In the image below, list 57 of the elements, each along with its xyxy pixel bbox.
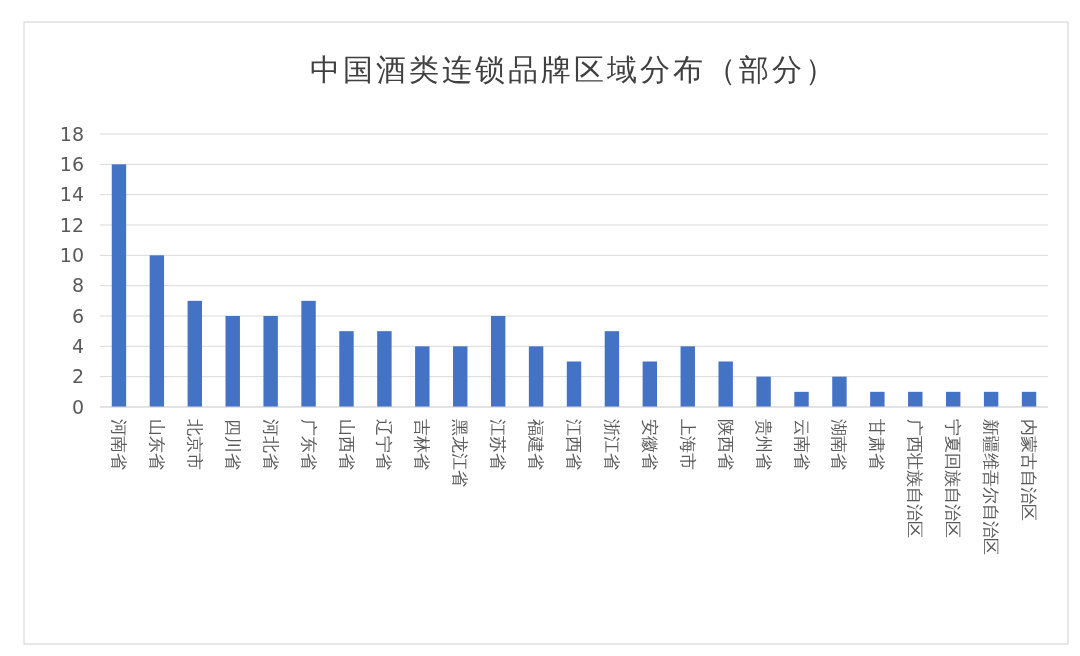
y-tick-label: 6 xyxy=(71,304,84,327)
x-tick-label: 吉林省 xyxy=(412,419,433,470)
bar xyxy=(794,391,809,407)
bar xyxy=(415,346,430,407)
y-tick-label: 10 xyxy=(59,243,84,266)
x-tick-label: 云南省 xyxy=(791,419,812,470)
x-tick-label: 陕西省 xyxy=(715,419,736,470)
bar xyxy=(642,361,658,407)
x-tick-label: 河南省 xyxy=(109,419,130,470)
x-tick-label: 安徽省 xyxy=(639,419,660,470)
y-tick-label: 2 xyxy=(71,365,84,388)
y-tick-label: 8 xyxy=(71,274,84,297)
bar xyxy=(149,255,165,407)
x-tick-label: 辽宁省 xyxy=(374,419,395,470)
bar xyxy=(377,331,392,407)
x-tick-label: 江苏省 xyxy=(488,419,509,470)
bar xyxy=(490,316,506,407)
bar xyxy=(870,391,885,407)
bar xyxy=(111,164,127,407)
bar xyxy=(453,346,468,407)
x-tick-label: 广西壮族自治区 xyxy=(905,419,926,538)
x-tick-label: 黑龙江省 xyxy=(450,419,471,487)
bar xyxy=(187,300,202,407)
bar xyxy=(263,316,278,407)
bar xyxy=(566,361,582,407)
bar xyxy=(756,376,771,407)
x-tick-label: 江西省 xyxy=(564,419,585,470)
x-tick-label: 浙江省 xyxy=(601,419,622,470)
x-tick-label: 甘肃省 xyxy=(867,419,888,470)
x-tick-label: 四川省 xyxy=(222,419,243,470)
chart-title: 中国酒类连锁品牌区域分布（部分） xyxy=(310,52,838,87)
x-tick-label: 新疆维吾尔自治区 xyxy=(981,419,1002,555)
x-tick-label: 福建省 xyxy=(526,419,547,470)
bar xyxy=(225,316,240,407)
bar xyxy=(528,346,544,407)
bar xyxy=(680,346,695,407)
bar xyxy=(832,376,847,407)
x-tick-label: 河北省 xyxy=(260,419,281,470)
x-tick-label: 北京市 xyxy=(184,419,205,470)
x-tick-label: 内蒙古自治区 xyxy=(1019,419,1040,521)
y-tick-label: 16 xyxy=(59,152,84,175)
x-tick-label: 湖南省 xyxy=(829,419,850,470)
y-tick-label: 14 xyxy=(59,183,84,206)
y-tick-label: 12 xyxy=(59,213,84,236)
x-tick-label: 山西省 xyxy=(336,419,357,470)
bar xyxy=(339,331,354,407)
x-tick-label: 山东省 xyxy=(146,419,167,470)
x-tick-label: 贵州省 xyxy=(753,419,774,470)
y-tick-label: 18 xyxy=(59,122,84,145)
y-tick-label: 0 xyxy=(71,395,84,418)
x-tick-label: 广东省 xyxy=(298,419,319,470)
bar xyxy=(718,361,733,407)
y-tick-label: 4 xyxy=(71,334,84,357)
bar xyxy=(301,300,316,407)
bar xyxy=(604,331,620,407)
x-tick-label: 上海市 xyxy=(677,419,698,470)
x-tick-label: 宁夏回族自治区 xyxy=(943,419,964,538)
